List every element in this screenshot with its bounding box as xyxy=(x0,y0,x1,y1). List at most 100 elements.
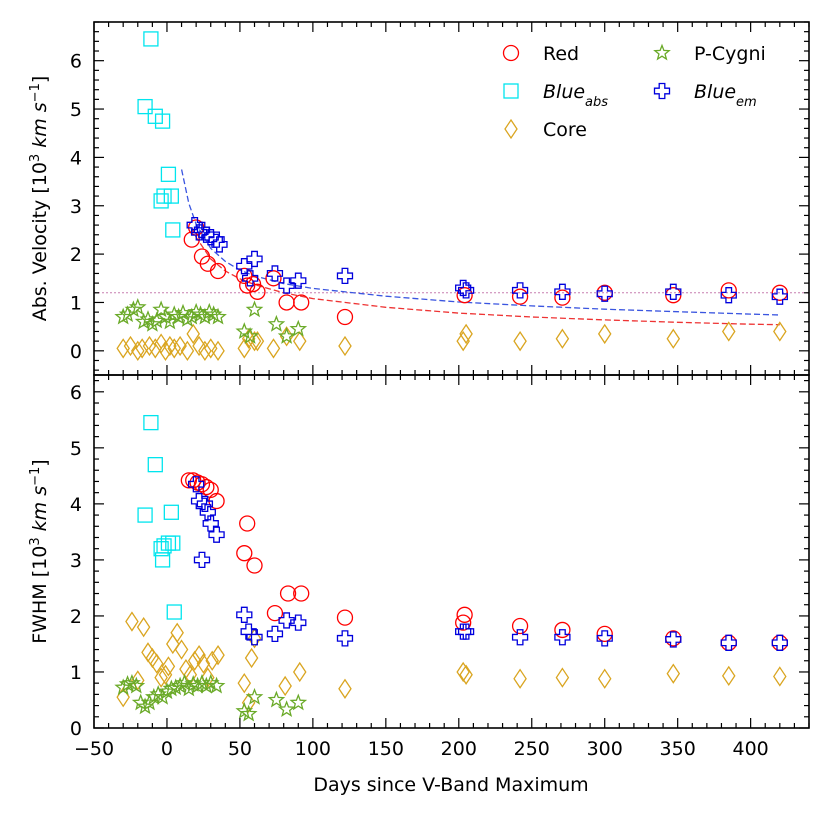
core-point xyxy=(174,639,189,660)
core-point xyxy=(167,338,182,359)
bottom-series-blue-abs xyxy=(137,414,182,620)
core-point xyxy=(721,665,736,687)
blue-abs-point xyxy=(165,535,181,551)
blue-em-point xyxy=(457,623,475,640)
red-point xyxy=(554,289,571,306)
red-fit-curve xyxy=(191,227,780,326)
p-cygni-point xyxy=(118,305,137,323)
x-tick-label: 200 xyxy=(441,738,477,760)
blue-em-point xyxy=(196,495,214,513)
blue-em-point xyxy=(596,630,613,647)
blue-em-point xyxy=(336,267,354,285)
core-point xyxy=(180,340,195,361)
blue-em-point xyxy=(290,272,307,289)
blue-em-point xyxy=(771,288,788,305)
red-point xyxy=(236,545,253,562)
bottom-y-tick-label: 3 xyxy=(70,550,82,572)
blue-em-point xyxy=(720,287,737,304)
x-tick-label: 50 xyxy=(228,738,252,760)
blue-em-point xyxy=(511,629,529,646)
core-point xyxy=(203,338,218,359)
p-cygni-point xyxy=(152,300,170,318)
p-cygni-point xyxy=(245,300,264,318)
core-point xyxy=(338,678,352,699)
red-point xyxy=(336,609,354,626)
blue-em-point xyxy=(246,250,263,268)
p-cygni-point xyxy=(245,687,264,705)
legend-label-blue-em: Blueem xyxy=(694,81,757,110)
bottom-plot-frame xyxy=(93,374,810,729)
core-point xyxy=(135,338,149,359)
blue-em-point xyxy=(278,277,295,294)
core-point xyxy=(721,321,736,342)
x-tick-label: 250 xyxy=(514,738,550,760)
red-point xyxy=(455,614,472,631)
blue-abs-point xyxy=(166,604,182,620)
blue-em-point xyxy=(240,623,257,640)
core-point xyxy=(192,644,206,666)
bottom-y-tick-label: 1 xyxy=(70,662,82,684)
x-tick-label: 350 xyxy=(660,738,696,760)
blue-em-point xyxy=(511,282,529,299)
red-point xyxy=(246,557,263,574)
legend-marker-blue-abs xyxy=(503,83,519,99)
core-point xyxy=(158,664,173,685)
core-point xyxy=(555,328,570,349)
bottom-series-blue-em xyxy=(187,476,788,651)
p-cygni-point xyxy=(209,307,227,325)
blue-em-point xyxy=(290,614,307,631)
core-point xyxy=(198,340,212,361)
p-cygni-point xyxy=(239,704,258,722)
core-point xyxy=(456,661,470,683)
p-cygni-point xyxy=(267,690,286,708)
blue-abs-point xyxy=(147,457,163,473)
p-cygni-point xyxy=(207,676,226,694)
core-point xyxy=(211,644,225,666)
blue-em-point xyxy=(457,282,475,299)
bottom-y-tick-label: 5 xyxy=(70,438,82,460)
red-point xyxy=(720,634,737,651)
top-y-axis-label: Abs. Velocity [103 km s−1] xyxy=(28,76,52,322)
legend-marker-p-cygni xyxy=(653,43,671,61)
core-point xyxy=(130,340,145,361)
bottom-y-tick-label: 6 xyxy=(70,382,82,404)
blue-em-fit-curve xyxy=(180,169,780,316)
legend-item-blue-em: Blueem xyxy=(653,81,757,110)
blue-abs-point xyxy=(163,188,179,204)
red-point xyxy=(771,284,788,301)
core-point xyxy=(211,340,225,361)
bottom-y-axis-label: FWHM [103 km s−1] xyxy=(28,459,52,643)
core-point xyxy=(158,340,173,361)
blue-abs-point xyxy=(137,507,153,523)
blue-em-point xyxy=(241,270,259,287)
blue-abs-point xyxy=(143,31,159,47)
red-point xyxy=(336,308,354,326)
blue-em-point xyxy=(455,279,472,297)
core-point xyxy=(247,330,262,352)
core-point xyxy=(244,647,259,669)
blue-em-point xyxy=(187,476,205,493)
blue-abs-point xyxy=(153,193,169,209)
top-y-tick-label: 5 xyxy=(70,99,82,121)
legend: Red Blueabs Core P-Cygni Blueem xyxy=(502,43,766,141)
blue-em-point xyxy=(771,634,788,651)
red-point xyxy=(665,630,682,647)
red-point xyxy=(209,262,227,280)
core-point xyxy=(555,667,570,688)
legend-item-p-cygni: P-Cygni xyxy=(653,43,766,65)
red-point xyxy=(249,283,266,300)
core-point xyxy=(513,668,527,689)
core-point xyxy=(163,335,177,357)
red-point xyxy=(771,634,788,651)
legend-item-blue-abs: Blueabs xyxy=(503,81,608,110)
core-point xyxy=(186,323,201,345)
bottom-series-p-cygni xyxy=(114,673,308,722)
bottom-y-tick-label: 0 xyxy=(70,718,82,740)
core-point xyxy=(292,330,307,352)
blue-abs-point xyxy=(165,222,181,238)
red-point xyxy=(239,515,256,532)
p-cygni-point xyxy=(277,700,296,718)
red-point xyxy=(293,585,310,602)
core-point xyxy=(201,667,215,688)
